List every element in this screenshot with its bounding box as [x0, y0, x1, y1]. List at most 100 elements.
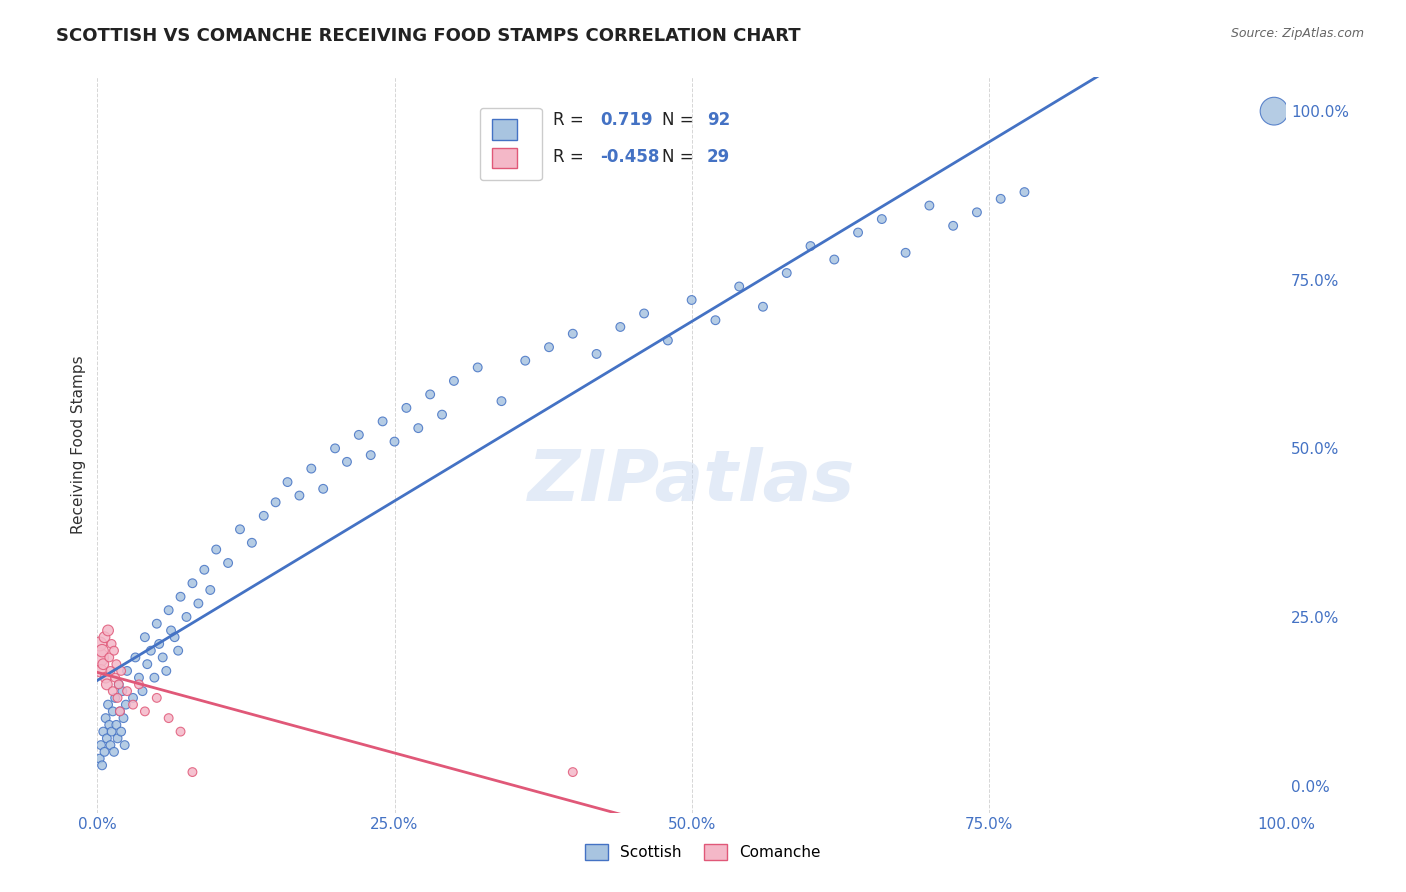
- Point: [163, 630, 186, 644]
- Point: [360, 448, 382, 462]
- Point: [139, 643, 162, 657]
- Point: [136, 657, 159, 672]
- Point: [152, 650, 174, 665]
- Point: [131, 684, 153, 698]
- Text: R =: R =: [553, 148, 589, 166]
- Point: [107, 677, 129, 691]
- Point: [277, 475, 299, 489]
- Point: [155, 664, 177, 678]
- Point: [430, 408, 453, 422]
- Point: [103, 643, 125, 657]
- Point: [176, 610, 198, 624]
- Point: [160, 624, 183, 638]
- Point: [336, 455, 359, 469]
- Point: [894, 245, 917, 260]
- Point: [107, 731, 129, 746]
- Point: [167, 643, 190, 657]
- Point: [776, 266, 799, 280]
- Point: [157, 603, 180, 617]
- Y-axis label: Receiving Food Stamps: Receiving Food Stamps: [72, 356, 86, 534]
- Text: ZIPatlas: ZIPatlas: [529, 447, 855, 516]
- Point: [91, 758, 114, 772]
- Point: [94, 671, 117, 685]
- Point: [111, 684, 134, 698]
- Text: -0.458: -0.458: [600, 148, 659, 166]
- Point: [1014, 185, 1036, 199]
- Point: [105, 657, 128, 672]
- Point: [112, 711, 135, 725]
- Point: [87, 650, 110, 665]
- Point: [169, 724, 191, 739]
- Point: [93, 630, 115, 644]
- Point: [419, 387, 441, 401]
- Point: [89, 637, 111, 651]
- Point: [633, 306, 655, 320]
- Point: [96, 731, 118, 746]
- Point: [122, 690, 145, 705]
- Point: [90, 664, 112, 678]
- Point: [100, 724, 122, 739]
- Point: [115, 664, 138, 678]
- Point: [918, 198, 941, 212]
- Point: [96, 677, 118, 691]
- Point: [240, 535, 263, 549]
- Point: [752, 300, 775, 314]
- Point: [728, 279, 751, 293]
- Point: [1263, 104, 1285, 119]
- Point: [169, 590, 191, 604]
- Point: [181, 765, 204, 780]
- Point: [100, 738, 122, 752]
- Point: [229, 522, 252, 536]
- Point: [371, 414, 394, 428]
- Point: [157, 711, 180, 725]
- Point: [443, 374, 465, 388]
- Point: [990, 192, 1012, 206]
- Point: [91, 657, 114, 672]
- Point: [537, 340, 560, 354]
- Point: [823, 252, 845, 267]
- Point: [846, 226, 869, 240]
- Point: [128, 671, 150, 685]
- Point: [103, 745, 125, 759]
- Point: [93, 745, 115, 759]
- Point: [134, 630, 156, 644]
- Point: [107, 690, 129, 705]
- Text: SCOTTISH VS COMANCHE RECEIVING FOOD STAMPS CORRELATION CHART: SCOTTISH VS COMANCHE RECEIVING FOOD STAM…: [56, 27, 801, 45]
- Point: [561, 326, 583, 341]
- Point: [104, 671, 127, 685]
- Point: [384, 434, 406, 449]
- Point: [89, 751, 111, 765]
- Point: [134, 705, 156, 719]
- Point: [91, 643, 114, 657]
- Legend: Scottish, Comanche: Scottish, Comanche: [579, 838, 827, 866]
- Legend: , : ,: [479, 108, 541, 180]
- Point: [143, 671, 166, 685]
- Point: [101, 705, 124, 719]
- Point: [799, 239, 821, 253]
- Point: [105, 718, 128, 732]
- Point: [97, 624, 120, 638]
- Point: [657, 334, 679, 348]
- Point: [100, 664, 122, 678]
- Point: [98, 718, 121, 732]
- Point: [146, 616, 169, 631]
- Point: [395, 401, 418, 415]
- Point: [128, 677, 150, 691]
- Text: N =: N =: [662, 112, 699, 129]
- Point: [966, 205, 988, 219]
- Text: 92: 92: [707, 112, 730, 129]
- Point: [288, 489, 311, 503]
- Text: 0.719: 0.719: [600, 112, 652, 129]
- Point: [98, 650, 121, 665]
- Point: [585, 347, 607, 361]
- Point: [115, 684, 138, 698]
- Point: [181, 576, 204, 591]
- Text: N =: N =: [662, 148, 699, 166]
- Point: [90, 738, 112, 752]
- Text: R =: R =: [553, 112, 589, 129]
- Point: [110, 724, 132, 739]
- Point: [681, 293, 703, 307]
- Point: [205, 542, 228, 557]
- Point: [146, 690, 169, 705]
- Point: [312, 482, 335, 496]
